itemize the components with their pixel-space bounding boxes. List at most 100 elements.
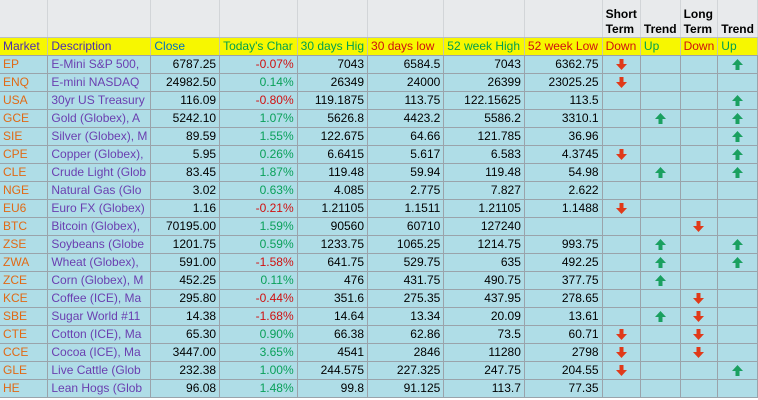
short-term-down-cell[interactable] xyxy=(602,325,641,344)
table-row[interactable]: ZWA Wheat (Globex), 591.00 -1.58% 641.75 529.… xyxy=(0,253,758,272)
market-symbol-cell[interactable]: ENQ xyxy=(0,73,49,92)
thirty-day-high-cell[interactable]: 351.6 xyxy=(297,289,369,308)
long-term-down-cell[interactable] xyxy=(680,55,719,74)
thirty-day-high-cell[interactable]: 244.575 xyxy=(297,361,369,380)
close-cell[interactable]: 232.38 xyxy=(150,361,221,380)
fifty-two-week-low-cell[interactable]: 2.622 xyxy=(524,181,603,200)
description-cell[interactable]: Silver (Globex), M xyxy=(47,127,152,146)
long-term-down-cell[interactable] xyxy=(680,163,719,182)
description-cell[interactable]: Corn (Globex), M xyxy=(47,271,152,290)
long-term-up-cell[interactable] xyxy=(717,199,758,218)
short-term-down-cell[interactable] xyxy=(602,145,641,164)
short-term-down-cell[interactable] xyxy=(602,271,641,290)
todays-change-cell[interactable]: -0.07% xyxy=(219,55,298,74)
close-cell[interactable]: 65.30 xyxy=(150,325,221,344)
short-term-down-cell[interactable] xyxy=(602,217,641,236)
long-term-down-cell[interactable] xyxy=(680,199,719,218)
todays-change-cell[interactable]: 1.48% xyxy=(219,379,298,398)
fifty-two-week-low-cell[interactable] xyxy=(524,217,603,236)
thirty-day-high-cell[interactable]: 7043 xyxy=(297,55,369,74)
long-term-up-cell[interactable] xyxy=(717,73,758,92)
long-term-down-cell[interactable] xyxy=(680,109,719,128)
market-symbol-cell[interactable]: CTE xyxy=(0,325,49,344)
short-term-down-cell[interactable] xyxy=(602,199,641,218)
long-term-down-cell[interactable] xyxy=(680,145,719,164)
table-row[interactable]: CTE Cotton (ICE), Ma 65.30 0.90% 66.38 62.86 7… xyxy=(0,325,758,344)
close-cell[interactable]: 116.09 xyxy=(150,91,221,110)
fifty-two-week-low-cell[interactable]: 2798 xyxy=(524,343,603,362)
fifty-two-week-low-cell[interactable]: 23025.25 xyxy=(524,73,603,92)
col-header-short-down[interactable]: Down xyxy=(602,37,641,56)
short-term-up-cell[interactable] xyxy=(640,361,681,380)
fifty-two-week-high-cell[interactable]: 7.827 xyxy=(443,181,525,200)
todays-change-cell[interactable]: 3.65% xyxy=(219,343,298,362)
fifty-two-week-high-cell[interactable]: 119.48 xyxy=(443,163,525,182)
todays-change-cell[interactable]: 0.11% xyxy=(219,271,298,290)
short-term-up-cell[interactable] xyxy=(640,235,681,254)
description-cell[interactable]: Cotton (ICE), Ma xyxy=(47,325,152,344)
todays-change-cell[interactable]: -0.44% xyxy=(219,289,298,308)
short-term-down-cell[interactable] xyxy=(602,343,641,362)
long-trend-header[interactable]: Trend xyxy=(717,0,758,38)
fifty-two-week-high-cell[interactable]: 127240 xyxy=(443,217,525,236)
fifty-two-week-high-cell[interactable]: 122.15625 xyxy=(443,91,525,110)
short-term-up-cell[interactable] xyxy=(640,343,681,362)
thirty-day-low-cell[interactable]: 59.94 xyxy=(367,163,445,182)
long-term-up-cell[interactable] xyxy=(717,289,758,308)
short-term-up-cell[interactable] xyxy=(640,379,681,398)
fifty-two-week-high-cell[interactable]: 121.785 xyxy=(443,127,525,146)
thirty-day-low-cell[interactable]: 91.125 xyxy=(367,379,445,398)
todays-change-cell[interactable]: 0.59% xyxy=(219,235,298,254)
short-term-down-cell[interactable] xyxy=(602,361,641,380)
long-term-down-cell[interactable] xyxy=(680,73,719,92)
col-header-long-down[interactable]: Down xyxy=(680,37,719,56)
fifty-two-week-low-cell[interactable]: 113.5 xyxy=(524,91,603,110)
long-term-down-cell[interactable] xyxy=(680,127,719,146)
close-cell[interactable]: 6787.25 xyxy=(150,55,221,74)
fifty-two-week-low-cell[interactable]: 4.3745 xyxy=(524,145,603,164)
long-term-up-cell[interactable] xyxy=(717,343,758,362)
col-header-description[interactable]: Description xyxy=(47,37,152,56)
table-row[interactable]: CCE Cocoa (ICE), Ma 3447.00 3.65% 4541 2846 11… xyxy=(0,343,758,362)
thirty-day-low-cell[interactable]: 4423.2 xyxy=(367,109,445,128)
thirty-day-low-cell[interactable]: 62.86 xyxy=(367,325,445,344)
close-cell[interactable]: 96.08 xyxy=(150,379,221,398)
todays-change-cell[interactable]: -1.58% xyxy=(219,253,298,272)
todays-change-cell[interactable]: 0.26% xyxy=(219,145,298,164)
table-row[interactable]: HE Lean Hogs (Glob 96.08 1.48% 99.8 91.125 113… xyxy=(0,379,758,398)
table-row[interactable]: SBE Sugar World #11 14.38 -1.68% 14.64 13.34 2… xyxy=(0,307,758,326)
thirty-day-high-cell[interactable]: 90560 xyxy=(297,217,369,236)
thirty-day-low-cell[interactable]: 1065.25 xyxy=(367,235,445,254)
short-term-down-cell[interactable] xyxy=(602,55,641,74)
short-term-up-cell[interactable] xyxy=(640,307,681,326)
close-cell[interactable]: 70195.00 xyxy=(150,217,221,236)
table-row[interactable]: BTC Bitcoin (Globex), 70195.00 1.59% 90560 60… xyxy=(0,217,758,236)
todays-change-cell[interactable]: -0.21% xyxy=(219,199,298,218)
market-symbol-cell[interactable]: CPE xyxy=(0,145,49,164)
todays-change-cell[interactable]: 1.55% xyxy=(219,127,298,146)
market-symbol-cell[interactable]: ZWA xyxy=(0,253,49,272)
thirty-day-high-cell[interactable]: 119.48 xyxy=(297,163,369,182)
market-symbol-cell[interactable]: HE xyxy=(0,379,49,398)
long-term-down-cell[interactable] xyxy=(680,343,719,362)
col-header-30-days-low[interactable]: 30 days low xyxy=(367,37,445,56)
long-term-up-cell[interactable] xyxy=(717,55,758,74)
long-term-up-cell[interactable] xyxy=(717,253,758,272)
short-term-up-cell[interactable] xyxy=(640,127,681,146)
market-symbol-cell[interactable]: SIE xyxy=(0,127,49,146)
todays-change-cell[interactable]: 1.00% xyxy=(219,361,298,380)
description-cell[interactable]: Euro FX (Globex) xyxy=(47,199,152,218)
thirty-day-high-cell[interactable]: 14.64 xyxy=(297,307,369,326)
thirty-day-high-cell[interactable]: 6.6415 xyxy=(297,145,369,164)
todays-change-cell[interactable]: 0.14% xyxy=(219,73,298,92)
description-cell[interactable]: Crude Light (Glob xyxy=(47,163,152,182)
thirty-day-high-cell[interactable]: 1.21105 xyxy=(297,199,369,218)
thirty-day-high-cell[interactable]: 26349 xyxy=(297,73,369,92)
todays-change-cell[interactable]: 0.63% xyxy=(219,181,298,200)
short-term-down-cell[interactable] xyxy=(602,91,641,110)
fifty-two-week-high-cell[interactable]: 247.75 xyxy=(443,361,525,380)
fifty-two-week-high-cell[interactable]: 26399 xyxy=(443,73,525,92)
fifty-two-week-low-cell[interactable]: 278.65 xyxy=(524,289,603,308)
fifty-two-week-low-cell[interactable]: 3310.1 xyxy=(524,109,603,128)
todays-change-cell[interactable]: 0.90% xyxy=(219,325,298,344)
